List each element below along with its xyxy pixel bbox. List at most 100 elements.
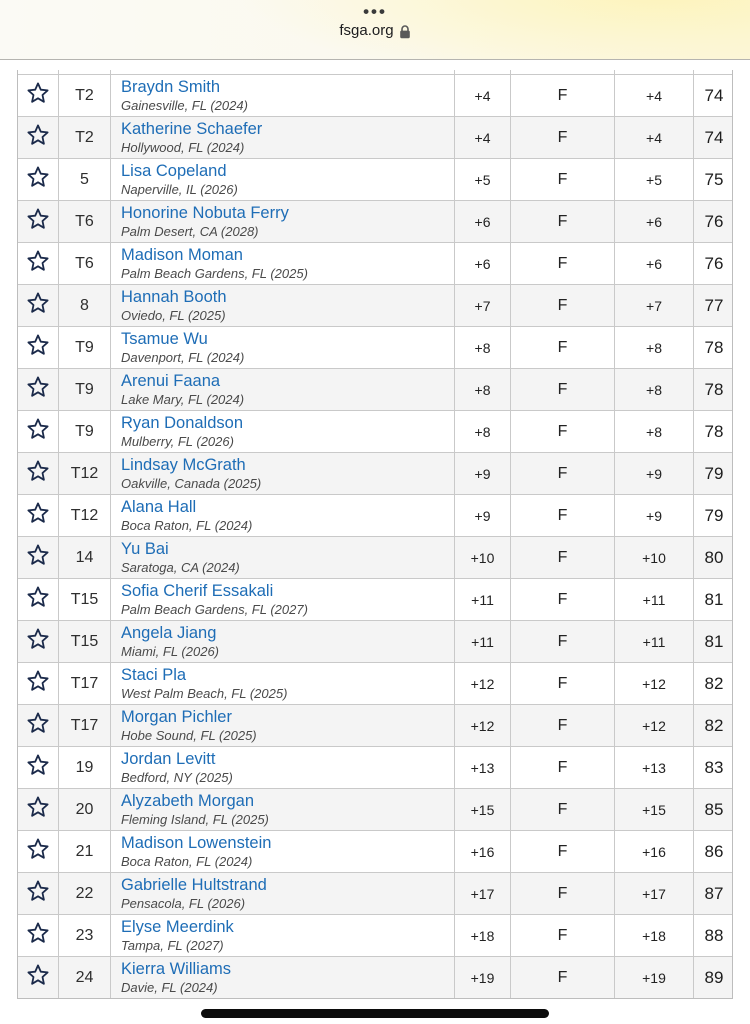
player-name-link[interactable]: Alana Hall [121, 498, 197, 517]
favorite-star-button[interactable] [18, 957, 59, 998]
thru-cell: F [511, 201, 615, 242]
player-name-link[interactable]: Yu Bai [121, 540, 169, 559]
player-name-link[interactable]: Kierra Williams [121, 960, 232, 979]
thru-cell: F [511, 747, 615, 788]
player-name-link[interactable]: Hannah Booth [121, 288, 227, 307]
round-cell: 82 [704, 673, 724, 693]
total-cell: +4 [615, 117, 694, 158]
total-cell: +18 [615, 915, 694, 956]
player-name-link[interactable]: Tsamue Wu [121, 330, 208, 349]
player-name-link[interactable]: Sofia Cherif Essakali [121, 582, 274, 601]
player-cell: Hannah Booth Oviedo, FL (2025) [111, 285, 455, 326]
star-icon [26, 207, 50, 236]
player-cell: Staci Pla West Palm Beach, FL (2025) [111, 663, 455, 704]
player-location: Fleming Island, FL (2025) [121, 811, 269, 827]
favorite-star-button[interactable] [18, 831, 59, 872]
player-cell: Madison Moman Palm Beach Gardens, FL (20… [111, 243, 455, 284]
score-cell: +19 [455, 957, 511, 998]
favorite-star-button[interactable] [18, 873, 59, 914]
player-name-link[interactable]: Staci Pla [121, 666, 187, 685]
leaderboard-table: T2 Braydn Smith Gainesville, FL (2024) +… [17, 70, 733, 999]
player-name-link[interactable]: Elyse Meerdink [121, 918, 234, 937]
table-row: 23 Elyse Meerdink Tampa, FL (2027) +18 F… [18, 914, 732, 956]
player-name-link[interactable]: Lisa Copeland [121, 162, 227, 181]
position-cell: T9 [59, 327, 111, 368]
player-cell: Lindsay McGrath Oakville, Canada (2025) [111, 453, 455, 494]
star-icon [26, 669, 50, 698]
round-cell: 80 [704, 547, 724, 567]
favorite-star-button[interactable] [18, 75, 59, 116]
favorite-star-button[interactable] [18, 285, 59, 326]
player-name-link[interactable]: Katherine Schaefer [121, 120, 263, 139]
player-name-link[interactable]: Braydn Smith [121, 78, 221, 97]
favorite-star-button[interactable] [18, 579, 59, 620]
player-name-link[interactable]: Honorine Nobuta Ferry [121, 204, 289, 223]
score-cell: +9 [455, 453, 511, 494]
total-cell: +11 [615, 621, 694, 662]
star-icon [26, 627, 50, 656]
thru-cell: F [511, 75, 615, 116]
total-cell: +6 [615, 243, 694, 284]
position-cell: 8 [59, 285, 111, 326]
score-cell: +7 [455, 285, 511, 326]
player-name-link[interactable]: Madison Moman [121, 246, 243, 265]
address-bar[interactable]: fsga.org [0, 22, 750, 39]
total-cell: +9 [615, 453, 694, 494]
favorite-star-button[interactable] [18, 201, 59, 242]
table-row: T15 Angela Jiang Miami, FL (2026) +11 F … [18, 620, 732, 662]
total-cell: +12 [615, 663, 694, 704]
player-name-link[interactable]: Gabrielle Hultstrand [121, 876, 267, 895]
position-cell: 19 [59, 747, 111, 788]
table-row: T9 Tsamue Wu Davenport, FL (2024) +8 F +… [18, 326, 732, 368]
player-name-link[interactable]: Lindsay McGrath [121, 456, 246, 475]
favorite-star-button[interactable] [18, 747, 59, 788]
home-indicator[interactable] [201, 1009, 549, 1018]
table-row: T2 Katherine Schaefer Hollywood, FL (202… [18, 116, 732, 158]
player-name-link[interactable]: Angela Jiang [121, 624, 217, 643]
score-cell: +12 [455, 705, 511, 746]
round-cell: 87 [704, 883, 724, 903]
favorite-star-button[interactable] [18, 705, 59, 746]
favorite-star-button[interactable] [18, 495, 59, 536]
position-cell: T15 [59, 621, 111, 662]
player-name-link[interactable]: Alyzabeth Morgan [121, 792, 254, 811]
player-location: Palm Desert, CA (2028) [121, 223, 259, 239]
favorite-star-button[interactable] [18, 243, 59, 284]
favorite-star-button[interactable] [18, 327, 59, 368]
thru-cell: F [511, 159, 615, 200]
favorite-star-button[interactable] [18, 117, 59, 158]
star-icon [26, 123, 50, 152]
table-row: T12 Lindsay McGrath Oakville, Canada (20… [18, 452, 732, 494]
favorite-star-button[interactable] [18, 411, 59, 452]
favorite-star-button[interactable] [18, 663, 59, 704]
position-cell: T2 [59, 117, 111, 158]
favorite-star-button[interactable] [18, 621, 59, 662]
thru-cell: F [511, 327, 615, 368]
favorite-star-button[interactable] [18, 453, 59, 494]
favorite-star-button[interactable] [18, 159, 59, 200]
position-cell: T9 [59, 369, 111, 410]
url-text[interactable]: fsga.org [339, 22, 394, 39]
thru-cell: F [511, 789, 615, 830]
favorite-star-button[interactable] [18, 915, 59, 956]
player-cell: Yu Bai Saratoga, CA (2024) [111, 537, 455, 578]
total-cell: +19 [615, 957, 694, 998]
player-name-link[interactable]: Arenui Faana [121, 372, 221, 391]
total-cell: +6 [615, 201, 694, 242]
score-cell: +18 [455, 915, 511, 956]
favorite-star-button[interactable] [18, 369, 59, 410]
player-name-link[interactable]: Morgan Pichler [121, 708, 232, 727]
player-name-link[interactable]: Madison Lowenstein [121, 834, 272, 853]
player-location: Naperville, IL (2026) [121, 181, 238, 197]
thru-cell: F [511, 411, 615, 452]
player-name-link[interactable]: Jordan Levitt [121, 750, 216, 769]
star-icon [26, 543, 50, 572]
total-cell: +16 [615, 831, 694, 872]
favorite-star-button[interactable] [18, 789, 59, 830]
round-cell: 77 [704, 295, 724, 315]
star-icon [26, 81, 50, 110]
page-menu-button[interactable]: ••• [363, 2, 387, 21]
favorite-star-button[interactable] [18, 537, 59, 578]
score-cell: +5 [455, 159, 511, 200]
player-name-link[interactable]: Ryan Donaldson [121, 414, 243, 433]
